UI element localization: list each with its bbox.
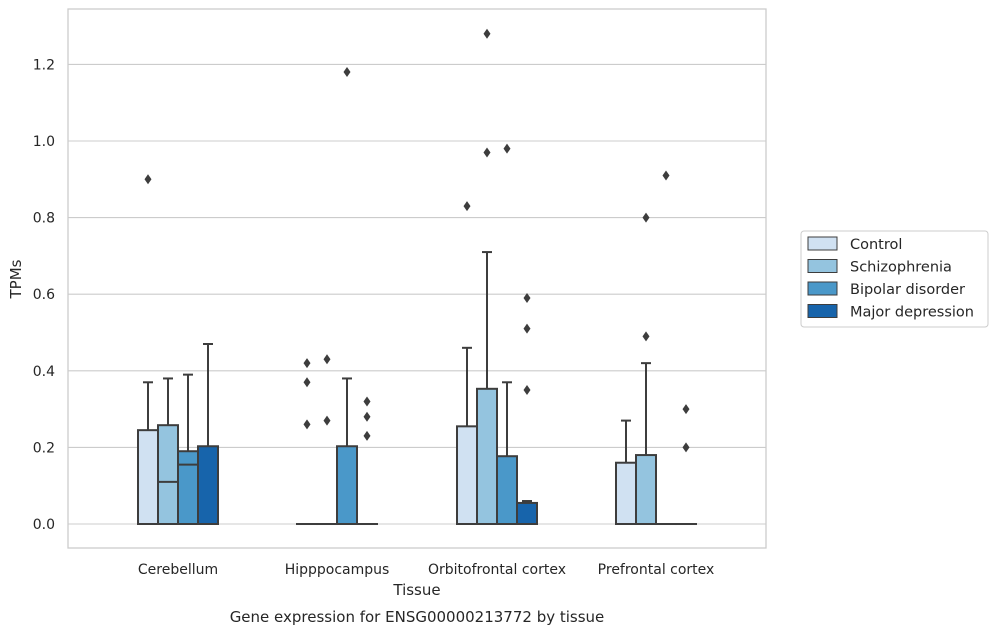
outlier-point <box>524 324 531 334</box>
box-bipolar-disorder <box>497 144 517 524</box>
box-control <box>616 421 636 524</box>
legend: Control Schizophrenia Bipolar disorder Majo… <box>801 231 988 327</box>
box-major-depression <box>517 293 537 524</box>
x-tick-label: Cerebellum <box>138 562 218 578</box>
box-control <box>297 358 317 524</box>
legend-label: Major depression <box>850 305 974 321</box>
box-major-depression <box>357 396 377 524</box>
x-tick-label: Hipppocampus <box>285 562 390 578</box>
y-axis-label: TPMs <box>7 259 25 299</box>
outlier-point <box>324 416 331 426</box>
outlier-point <box>464 201 471 211</box>
chart-caption: Gene expression for ENSG00000213772 by t… <box>230 608 605 626</box>
outlier-point <box>344 67 351 77</box>
legend-swatch <box>808 282 837 295</box>
legend-swatch <box>808 237 837 250</box>
outlier-point <box>364 412 371 422</box>
outlier-point <box>304 358 311 368</box>
outlier-point <box>364 396 371 406</box>
y-tick-label: 0.8 <box>33 211 55 227</box>
outlier-point <box>643 331 650 341</box>
outlier-point <box>145 174 152 184</box>
outlier-point <box>683 404 690 414</box>
outlier-point <box>663 170 670 180</box>
y-tick-label: 1.2 <box>33 57 55 73</box>
legend-label: Bipolar disorder <box>850 282 965 298</box>
outlier-point <box>364 431 371 441</box>
box <box>198 446 218 524</box>
box <box>457 426 477 524</box>
x-tick-labels: Cerebellum Hipppocampus Orbitofrontal cort… <box>138 562 714 578</box>
box <box>517 503 537 524</box>
box <box>477 389 497 524</box>
box-schizophrenia <box>477 29 497 524</box>
box-bipolar-disorder <box>178 375 198 524</box>
box <box>138 430 158 524</box>
y-tick-label: 0.4 <box>33 364 55 380</box>
box-control <box>457 201 477 524</box>
box-control <box>138 174 158 524</box>
legend-label: Schizophrenia <box>850 260 952 276</box>
outlier-point <box>524 385 531 395</box>
outlier-point <box>484 147 491 157</box>
box-major-depression <box>676 404 696 524</box>
y-tick-labels: 0.0 0.2 0.4 0.6 0.8 1.0 1.2 <box>33 57 55 533</box>
box-schizophrenia <box>158 378 178 524</box>
y-tick-label: 0.2 <box>33 440 55 456</box>
legend-label: Control <box>850 237 902 253</box>
y-tick-label: 0.6 <box>33 287 55 303</box>
box <box>178 451 198 524</box>
box-schizophrenia <box>317 354 337 524</box>
outlier-point <box>304 377 311 387</box>
box <box>497 456 517 524</box>
x-tick-label: Prefrontal cortex <box>598 562 715 578</box>
box <box>158 425 178 524</box>
outlier-point <box>324 354 331 364</box>
box <box>636 455 656 524</box>
legend-swatch <box>808 305 837 318</box>
x-axis-label: Tissue <box>392 581 440 599</box>
y-tick-label: 1.0 <box>33 134 55 150</box>
outlier-point <box>484 29 491 39</box>
outlier-point <box>683 442 690 452</box>
box <box>337 446 357 524</box>
box-bipolar-disorder <box>656 170 676 524</box>
outlier-point <box>504 144 511 154</box>
box-bipolar-disorder <box>337 67 357 524</box>
outlier-point <box>304 419 311 429</box>
box-schizophrenia <box>636 213 656 524</box>
x-tick-label: Orbitofrontal cortex <box>428 562 566 578</box>
box <box>616 463 636 524</box>
y-tick-label: 0.0 <box>33 517 55 533</box>
outlier-point <box>643 213 650 223</box>
box-groups <box>138 29 696 524</box>
legend-swatch <box>808 260 837 273</box>
